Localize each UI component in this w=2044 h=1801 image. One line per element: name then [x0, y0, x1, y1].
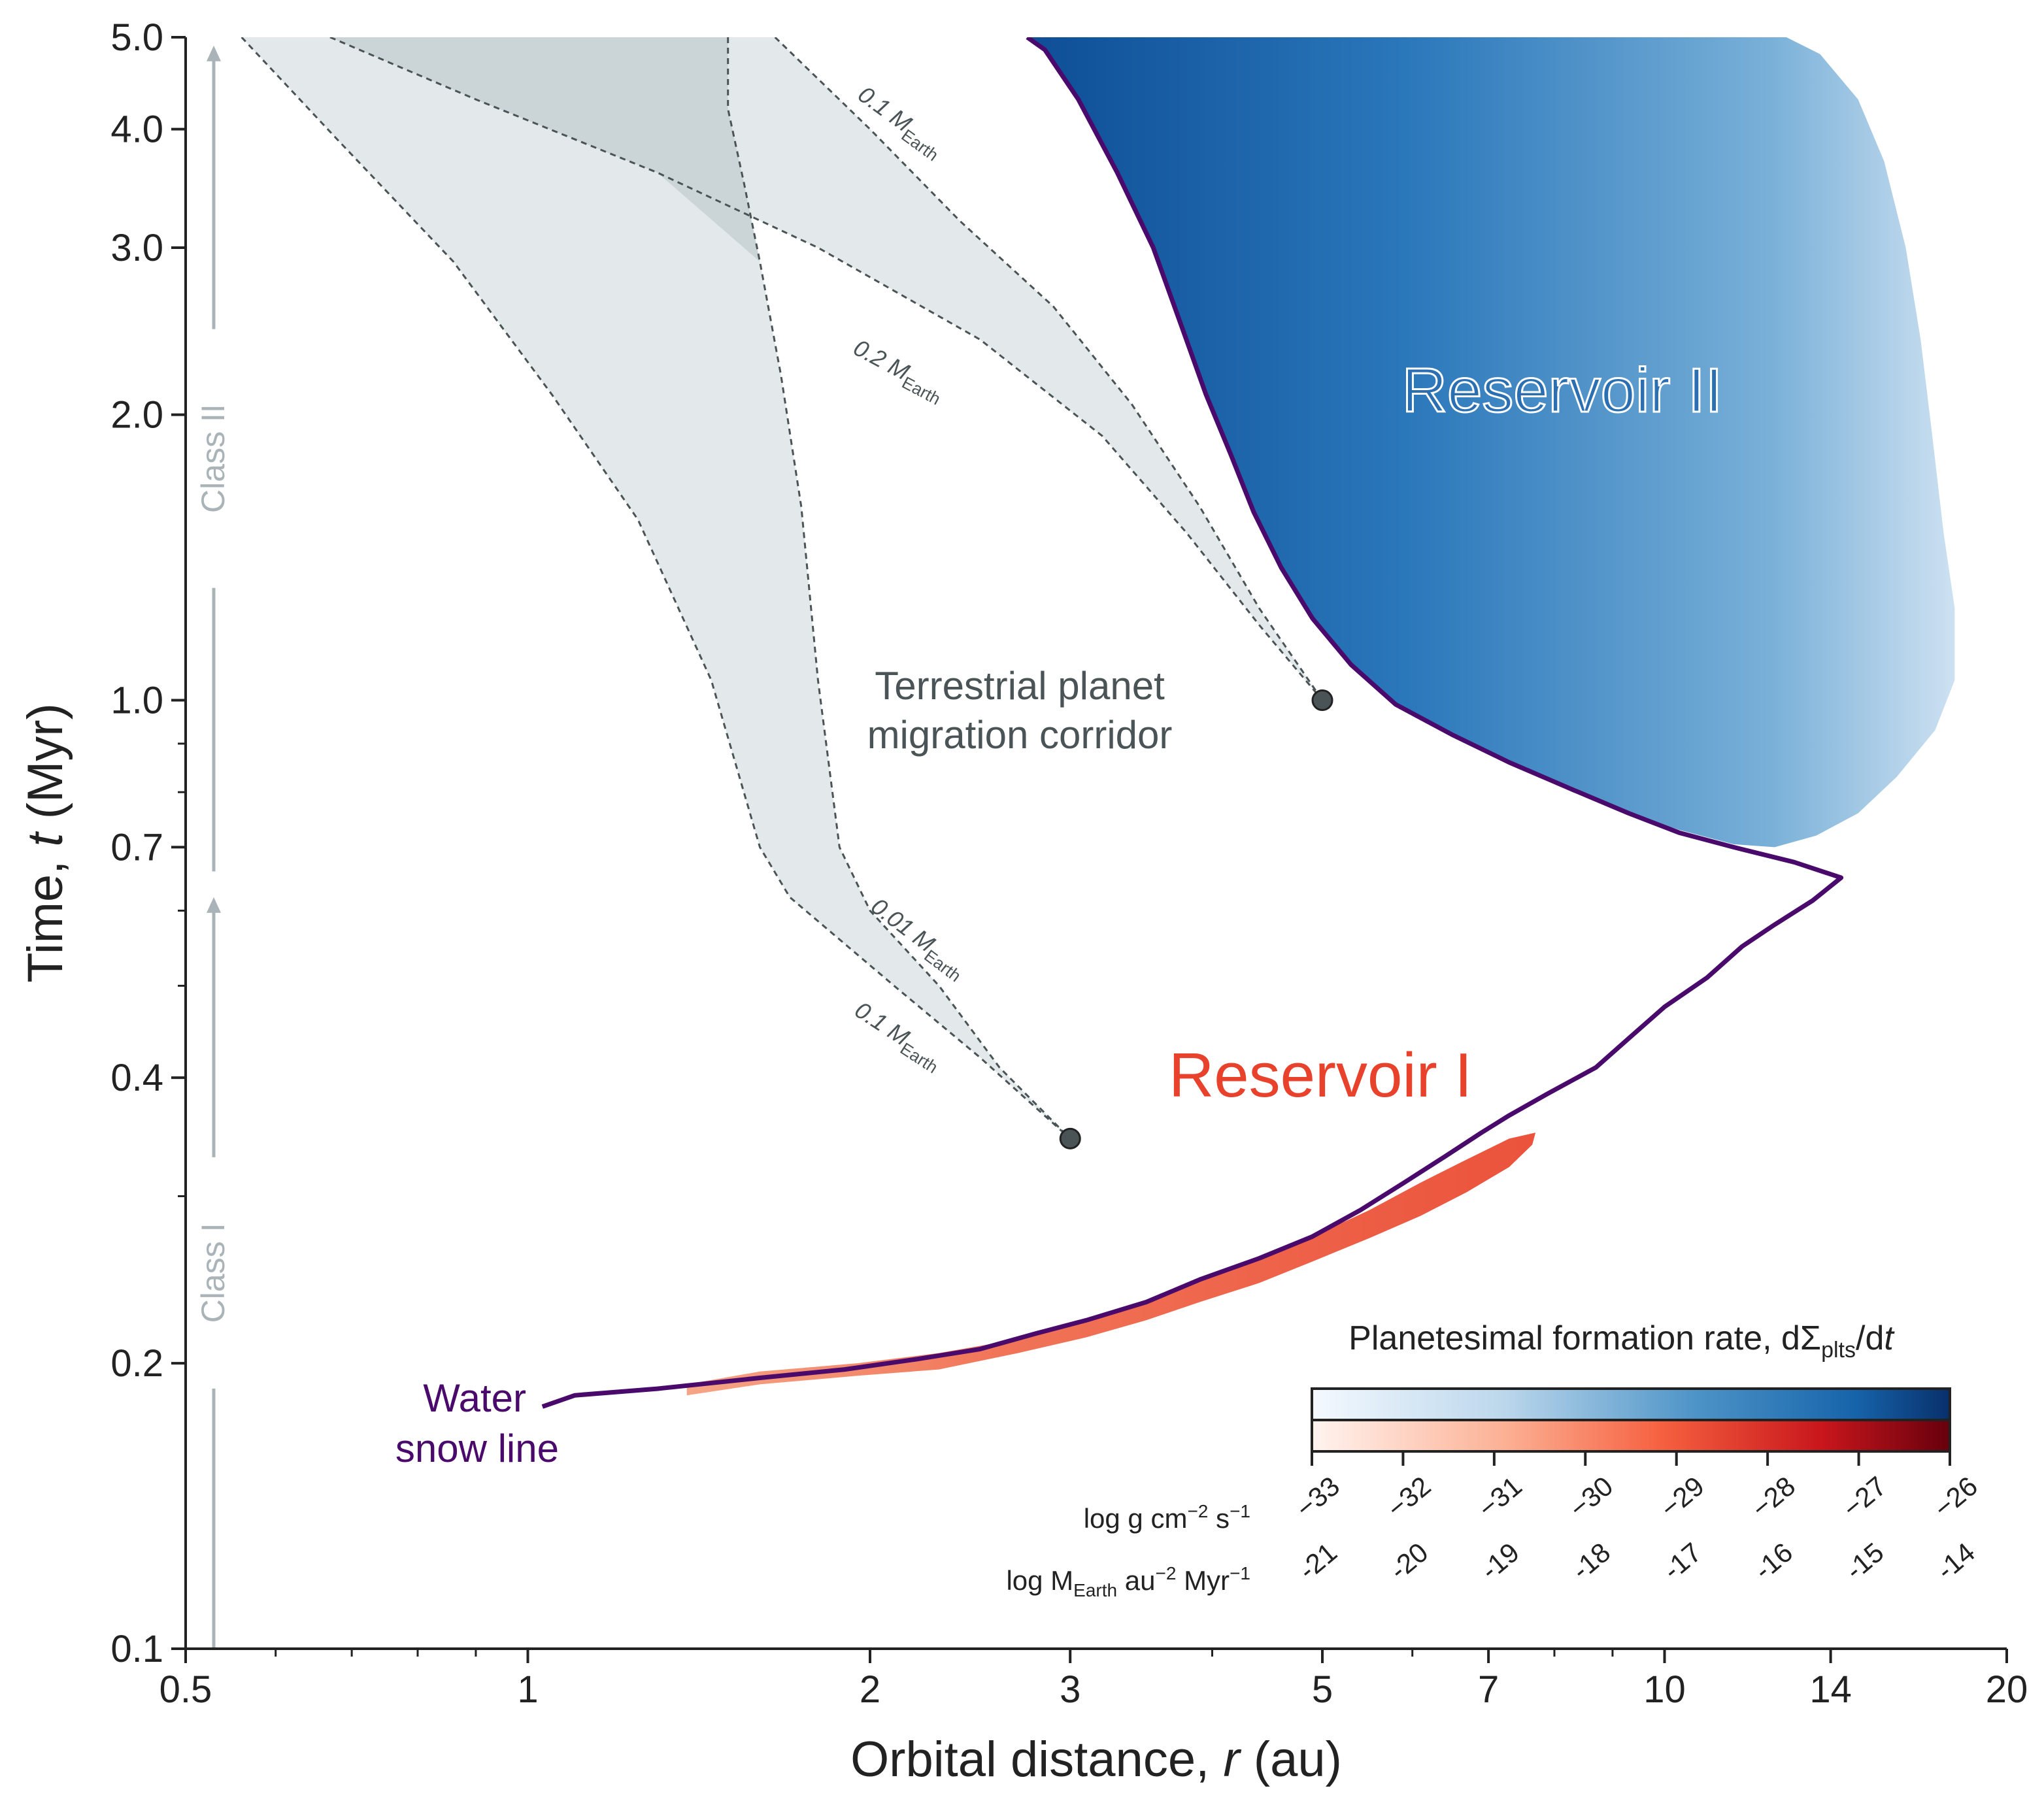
class-arrow-label: Class II [195, 404, 231, 513]
colorbar-ticks: −33-21−32-20−31-19−30-18−29-17−28-16−27-… [1290, 1451, 1983, 1585]
x-tick-label: 2 [860, 1668, 880, 1711]
corridor-line-0 [727, 37, 1071, 1140]
x-tick-label: 5 [1312, 1668, 1333, 1711]
corridor-fill-late [330, 37, 1322, 701]
class-arrow-head [207, 897, 221, 913]
class-arrows: Class I Class II [195, 45, 231, 1649]
corridor-fill-early [241, 37, 1071, 1139]
corridor-endpoint [1059, 1127, 1081, 1149]
colorbar-title: Planetesimal formation rate, dΣplts/dt [1349, 1319, 1895, 1363]
corridor-label-line2: migration corridor [867, 713, 1173, 757]
colorbar-tick-label-earth: -15 [1839, 1536, 1890, 1585]
class-arrow-label: Class I [195, 1223, 231, 1323]
migration-corridor-lines [241, 37, 1324, 1140]
x-axis-ticks: 0.5 1 2 3 5 7 10 14 20 [159, 1649, 2028, 1711]
colorbar-tick-label-cgs: −26 [1928, 1470, 1983, 1524]
corridor-line-1 [241, 37, 1071, 1140]
y-tick-label: 0.4 [110, 1057, 163, 1099]
y-tick-label: 0.7 [110, 826, 163, 868]
colorbar-tick-label-cgs: −32 [1381, 1470, 1437, 1524]
y-tick-label: 4.0 [110, 108, 163, 151]
y-axis-ticks: 0.1 0.2 0.4 0.7 1.0 2.0 3.0 4.0 5.0 [110, 16, 186, 1670]
x-tick-label: 7 [1478, 1668, 1499, 1711]
reservoir-1-label: Reservoir I [1169, 1040, 1472, 1110]
y-tick-label: 3.0 [110, 227, 163, 269]
migration-corridor-fill [241, 37, 1322, 1139]
colorbar-row2-label: log MEarth au−2 Myr−1 [1006, 1563, 1250, 1600]
y-axis-label: Time, t (Myr) [18, 703, 73, 983]
corridor-label-line1: Terrestrial planet [875, 664, 1165, 708]
corridor-line-3 [329, 37, 1324, 701]
corridor-line-label-top2: 0.2 MEarth [846, 334, 949, 409]
corridor-line-2 [774, 37, 1324, 701]
colorbar-row1-label: log g cm−2 s−1 [1084, 1501, 1250, 1534]
class-arrow-head [207, 45, 221, 61]
colorbar-tick-label-cgs: −33 [1290, 1470, 1345, 1524]
corridor-fill-overlap [330, 37, 760, 262]
snow-line-label-line1: Water [423, 1376, 526, 1420]
colorbar-tick-label-earth: -21 [1292, 1536, 1343, 1585]
colorbar-tick-label-cgs: −28 [1745, 1470, 1801, 1524]
x-tick-label: 0.5 [159, 1668, 212, 1711]
snow-line-label-line2: snow line [395, 1427, 559, 1470]
y-tick-label: 0.1 [110, 1628, 163, 1670]
y-tick-label: 1.0 [110, 680, 163, 722]
colorbar-blue [1311, 1387, 1951, 1421]
x-axis-label: Orbital distance, r (au) [850, 1732, 1342, 1787]
colorbar-tick-label-cgs: −29 [1654, 1470, 1710, 1524]
colorbar-tick-label-earth: -14 [1930, 1536, 1981, 1585]
colorbar-tick-label-earth: -20 [1384, 1536, 1434, 1585]
axes: 0.5 1 2 3 5 7 10 14 20 0.1 0.2 0.4 0.7 1.0 2.0 3.0 4.0 5… [18, 16, 2028, 1787]
reservoir-2-label: Reservoir II [1402, 355, 1723, 425]
reservoir-2-region [1027, 37, 1955, 848]
colorbar-tick-label-earth: -18 [1566, 1536, 1617, 1585]
corridor-endpoints [1059, 689, 1333, 1149]
x-tick-label: 3 [1060, 1668, 1081, 1711]
colorbar-tick-label-earth: -17 [1657, 1536, 1707, 1585]
colorbar-tick-label-earth: -19 [1475, 1536, 1525, 1585]
y-tick-label: 5.0 [110, 16, 163, 59]
corridor-endpoint [1311, 689, 1333, 712]
plot-area [241, 37, 1955, 1409]
x-tick-label: 14 [1809, 1668, 1852, 1711]
water-snow-line [541, 37, 1844, 1409]
y-tick-label: 0.2 [110, 1342, 163, 1385]
colorbar-tick-label-earth: -16 [1748, 1536, 1798, 1585]
colorbar-tick-label-cgs: −31 [1472, 1470, 1528, 1524]
colorbar-tick-label-cgs: −27 [1837, 1470, 1892, 1524]
x-tick-label: 1 [517, 1668, 538, 1711]
colorbar-tick-label-cgs: −30 [1564, 1470, 1619, 1524]
colorbar: Planetesimal formation rate, dΣplts/dt −… [1006, 1319, 1983, 1600]
x-tick-label: 10 [1643, 1668, 1686, 1711]
y-tick-label: 2.0 [110, 394, 163, 437]
colorbar-red [1311, 1419, 1951, 1453]
x-tick-label: 20 [1986, 1668, 2028, 1711]
